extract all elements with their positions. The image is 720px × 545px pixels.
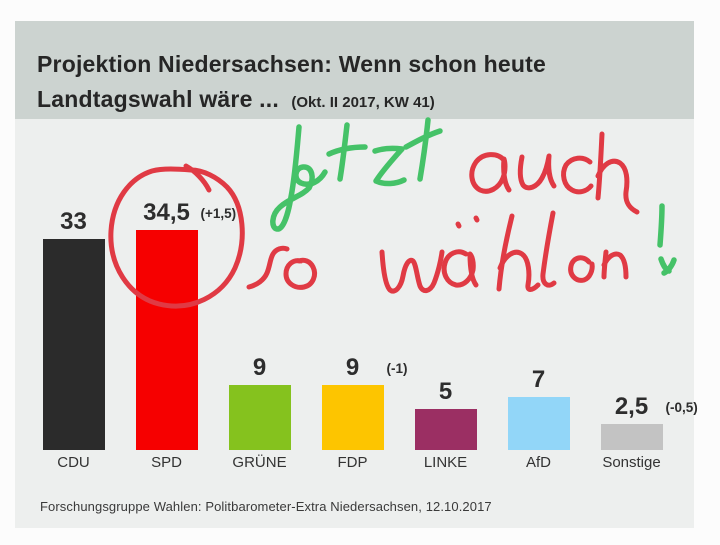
bar-value-label: 33 (60, 208, 87, 235)
category-label-CDU: CDU (57, 454, 90, 471)
bar-change-label: (+1,5) (200, 206, 237, 221)
bar-value-row: 2,5 (-0,5) (601, 393, 698, 420)
bar-group-Sonstige: 2,5 (-0,5) Sonstige (585, 393, 698, 476)
bar-group-CDU: 33 CDU (27, 208, 120, 476)
bar-change-label: (-0,5) (665, 400, 698, 415)
bar-SPD (135, 230, 198, 450)
category-label-SPD: SPD (151, 454, 182, 471)
bar-group-GRÜNE: 9 GRÜNE (213, 354, 306, 476)
bar-AfD (507, 397, 570, 450)
bar-value-label: 9 (252, 354, 267, 381)
bar-value-label: 9 (345, 354, 360, 381)
slide: Projektion Niedersachsen: Wenn schon heu… (15, 21, 698, 528)
title-line-2: Landtagswahl wäre ... (37, 86, 279, 112)
title-line-2-row: Landtagswahl wäre ... (Okt. II 2017, KW … (37, 86, 435, 113)
category-label-Sonstige: Sonstige (602, 454, 661, 471)
bar-value-row: 33 (43, 208, 105, 235)
bar-value-label: 7 (531, 366, 546, 393)
bar-group-FDP: 9 (-1) FDP (306, 354, 408, 476)
category-label-FDP: FDP (337, 454, 368, 471)
title-date-note: (Okt. II 2017, KW 41) (291, 94, 435, 111)
slide-header: Projektion Niedersachsen: Wenn schon heu… (15, 21, 694, 119)
bar-CDU (42, 239, 105, 450)
bar-value-label: 34,5 (143, 199, 190, 226)
bar-value-row: 9 (229, 354, 291, 381)
bar-GRÜNE (228, 385, 291, 450)
category-label-AfD: AfD (525, 454, 551, 471)
bar-FDP (321, 385, 384, 450)
source-line: Forschungsgruppe Wahlen: Politbarometer-… (40, 499, 492, 514)
bar-change-label: (-1) (386, 361, 408, 376)
bar-columns: 33 CDU 34,5 (+1,5) SPD 9 GRÜNE 9 (-1) FDP 5 LINKE 7 A… (27, 119, 698, 476)
bar-value-row: 5 (415, 378, 477, 405)
bar-group-SPD: 34,5 (+1,5) SPD (120, 199, 236, 476)
bar-group-AfD: 7 AfD (492, 366, 585, 476)
bar-value-row: 34,5 (+1,5) (136, 199, 236, 226)
bar-group-LINKE: 5 LINKE (399, 378, 492, 476)
bar-LINKE (414, 409, 477, 450)
bar-value-row: 7 (508, 366, 570, 393)
bar-value-row: 9 (-1) (322, 354, 408, 381)
bar-Sonstige (600, 424, 663, 450)
bar-value-label: 5 (438, 378, 453, 405)
title-line-1: Projektion Niedersachsen: Wenn schon heu… (37, 51, 546, 77)
category-label-GRÜNE: GRÜNE (232, 454, 287, 471)
category-label-LINKE: LINKE (423, 454, 468, 471)
bar-value-label: 2,5 (614, 393, 649, 420)
